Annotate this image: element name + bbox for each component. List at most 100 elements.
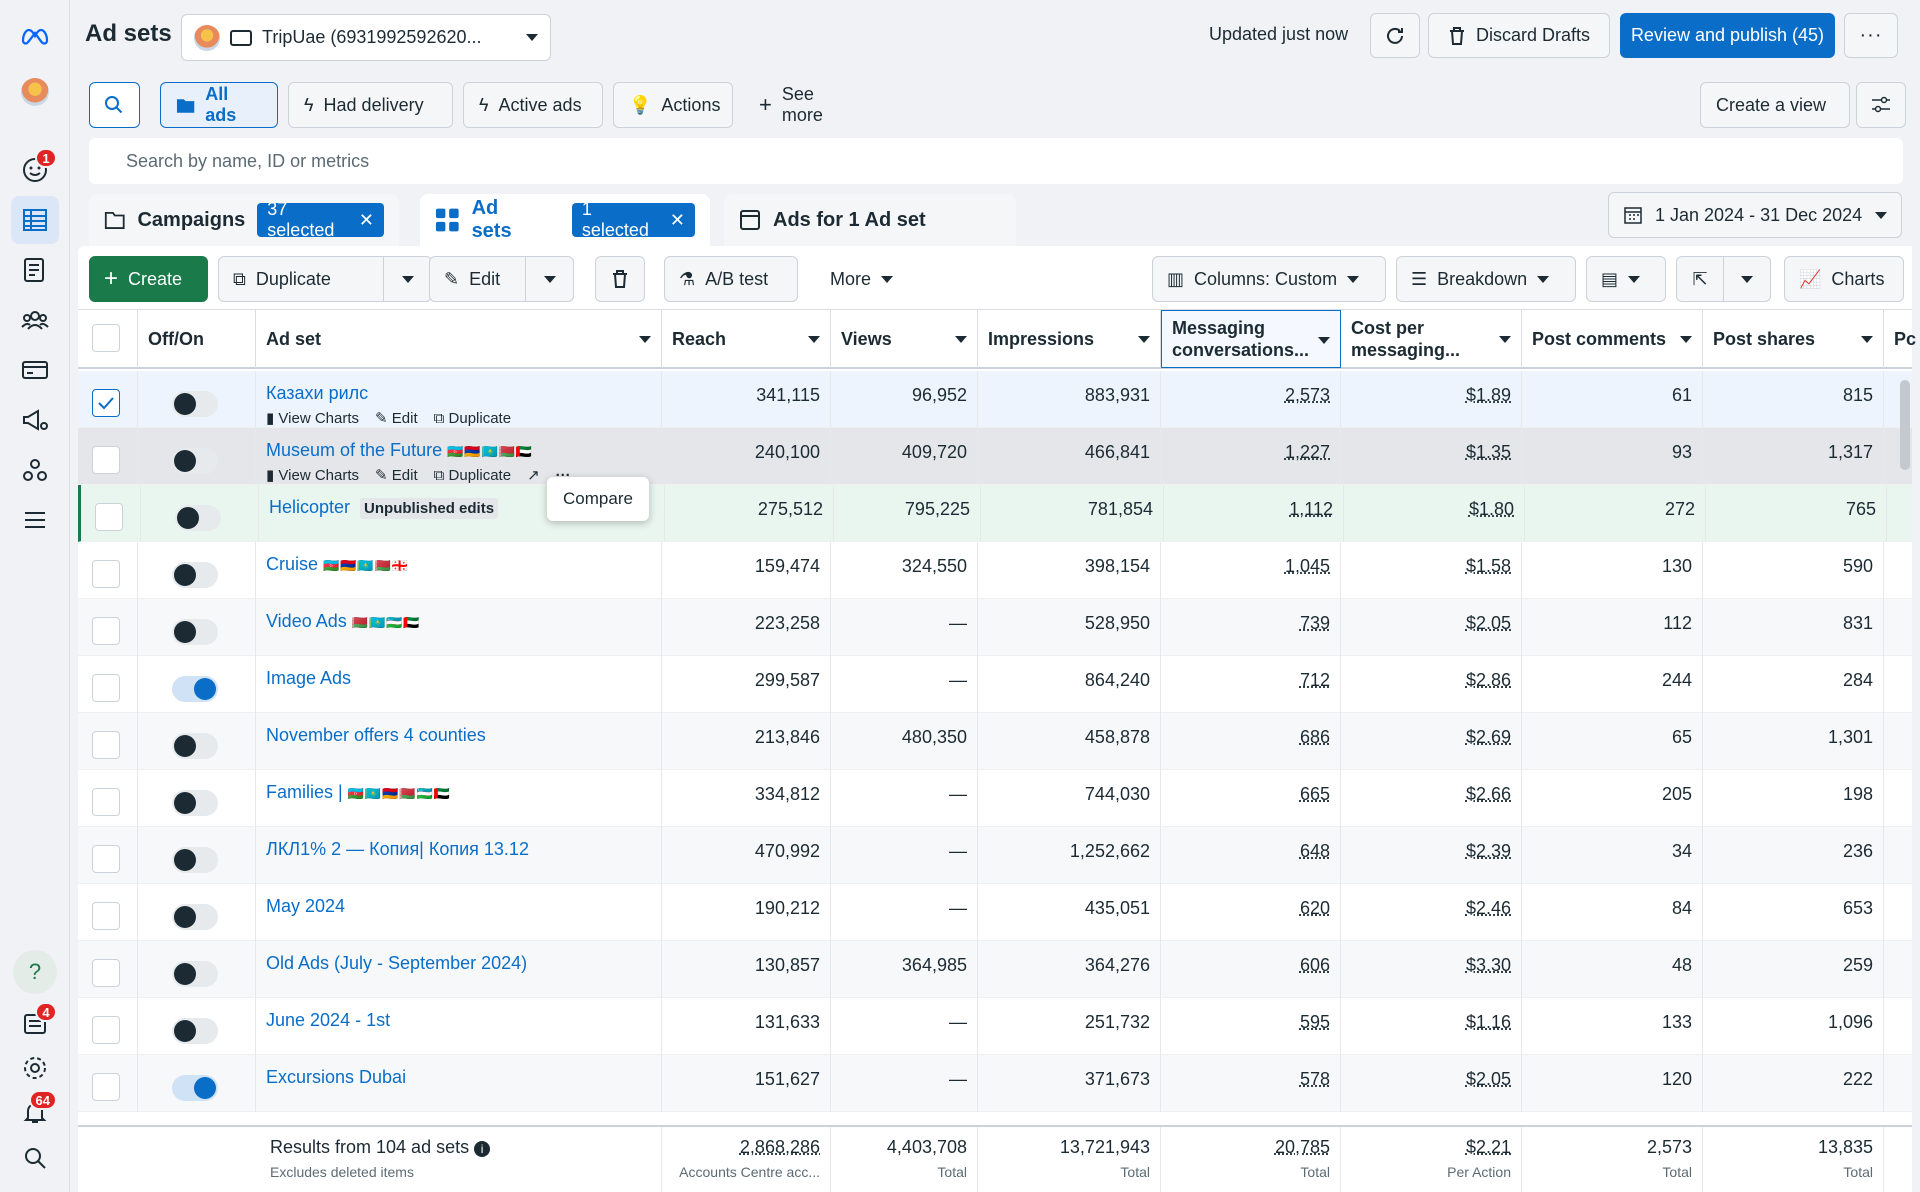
table-row[interactable]: November offers 4 counties 213,846 480,350… [78,713,1912,770]
row-messaging-value[interactable]: 606 [1161,941,1341,998]
campaigns-selected-chip[interactable]: 37 selected ✕ [257,199,384,240]
pages-news-icon[interactable]: 4 [11,1000,59,1048]
delivery-toggle[interactable] [172,676,218,702]
row-checkbox[interactable] [92,788,120,816]
adset-name-link[interactable]: June 2024 - 1st [266,1010,391,1030]
column-messaging[interactable]: Messaging conversations... [1161,310,1341,368]
delivery-toggle[interactable] [172,790,218,816]
column-extra[interactable]: Pc [1884,310,1916,368]
delivery-toggle[interactable] [172,733,218,759]
table-row[interactable]: Old Ads (July - September 2024) 130,857 36… [78,941,1912,998]
tab-campaigns[interactable]: Campaigns 37 selected ✕ [89,194,399,246]
billing-card-icon[interactable] [11,346,59,394]
adset-name-link[interactable]: May 2024 [266,896,346,916]
row-cost-value[interactable]: $1.16 [1341,998,1522,1055]
row-cost-value[interactable]: $2.66 [1341,770,1522,827]
breakdown-button[interactable]: ☰ Breakdown [1396,256,1576,302]
table-row[interactable]: ЛКЛ1% 2 — Копия| Копия 13.12 470,992—1,25… [78,827,1912,884]
had-delivery-filter[interactable]: ϟ Had delivery [288,82,453,128]
tab-ad-sets[interactable]: Ad sets 1 selected ✕ [420,194,710,246]
table-row[interactable]: Image Ads 299,587—864,240 712 $2.86 244 284 [78,656,1912,713]
table-row[interactable]: Video Ads 🇧🇾🇰🇿🇺🇿🇦🇪 223,258—528,950 739 $2.0… [78,599,1912,656]
table-row[interactable]: Museum of the Future 🇦🇿🇦🇲🇰🇿🇧🇾🇦🇪 ▮ View Ch… [78,428,1912,485]
row-checkbox[interactable] [92,731,120,759]
charts-button[interactable]: 📈 Charts [1784,256,1904,302]
adsets-selected-chip[interactable]: 1 selected ✕ [571,199,695,240]
close-icon[interactable]: ✕ [669,209,685,230]
edit-link[interactable]: ✎ Edit [375,410,418,427]
row-cost-value[interactable]: $2.86 [1341,656,1522,713]
table-row[interactable]: Cruise 🇦🇿🇦🇲🇰🇿🇧🇾🇬🇪 159,474 324,550 398,154 1,… [78,542,1912,599]
duplicate-dropdown-button[interactable] [383,256,432,302]
row-messaging-value[interactable]: 712 [1161,656,1341,713]
row-messaging-value[interactable]: 686 [1161,713,1341,770]
row-checkbox[interactable] [92,389,120,417]
row-messaging-value[interactable]: 1,045 [1161,542,1341,599]
actions-filter[interactable]: 💡 Actions [613,82,733,128]
compare-icon[interactable]: ↗ [527,467,540,484]
filter-settings-button[interactable] [1856,82,1906,128]
all-ads-filter[interactable]: All ads [160,82,278,128]
row-cost-value[interactable]: $1.35 [1341,428,1522,485]
delivery-toggle[interactable] [172,562,218,588]
account-avatar-icon[interactable] [11,68,59,116]
edit-link[interactable]: ✎ Edit [375,467,418,484]
edit-dropdown-button[interactable] [525,256,574,302]
discard-drafts-button[interactable]: Discard Drafts [1428,13,1610,58]
more-options-button[interactable]: ··· [1844,13,1898,58]
row-cost-value[interactable]: $3.30 [1341,941,1522,998]
row-cost-value[interactable]: $1.58 [1341,542,1522,599]
audiences-icon[interactable] [11,296,59,344]
column-views[interactable]: Views [831,310,978,368]
delivery-toggle[interactable] [172,1075,218,1101]
view-charts-link[interactable]: ▮ View Charts [266,410,360,427]
row-messaging-value[interactable]: 595 [1161,998,1341,1055]
adset-name-link[interactable]: Казахи рилс [266,383,369,403]
meta-logo-icon[interactable] [11,12,59,60]
export-dropdown-button[interactable] [1723,256,1771,302]
business-network-icon[interactable] [11,446,59,494]
column-cost[interactable]: Cost per messaging... [1341,310,1522,368]
metrics-search-input[interactable]: Search by name, ID or metrics [89,138,1903,184]
row-cost-value[interactable]: $2.39 [1341,827,1522,884]
row-cost-value[interactable]: $2.46 [1341,884,1522,941]
delete-button[interactable] [595,256,645,302]
row-checkbox[interactable] [92,845,120,873]
adset-name-link[interactable]: Helicopter [269,497,351,517]
row-cost-value[interactable]: $2.05 [1341,1055,1522,1112]
create-button[interactable]: + Create [89,256,208,302]
see-more-filter[interactable]: + See more [743,82,873,128]
table-row[interactable]: Казахи рилс ▮ View Charts ✎ Edit ⧉ Duplicat… [78,371,1912,428]
search-button[interactable] [89,82,140,128]
ads-manager-table-icon[interactable] [11,196,59,244]
row-messaging-value[interactable]: 648 [1161,827,1341,884]
adset-name-link[interactable]: Video Ads [266,611,347,631]
adset-name-link[interactable]: ЛКЛ1% 2 — Копия| Копия 13.12 [266,839,529,859]
search-nav-icon[interactable] [11,1134,59,1182]
help-icon[interactable]: ? [13,950,57,994]
megaphone-settings-icon[interactable] [11,396,59,444]
row-checkbox[interactable] [92,446,120,474]
table-row[interactable]: Excursions Dubai 151,627—371,673 578 $2.05 1… [78,1055,1912,1112]
notifications-bell-icon[interactable]: 64 [11,1088,59,1136]
tab-ads[interactable]: Ads for 1 Ad set [724,194,1016,246]
column-reach[interactable]: Reach [662,310,831,368]
row-messaging-value[interactable]: 620 [1161,884,1341,941]
edit-button[interactable]: ✎ Edit [429,256,526,302]
column-comments[interactable]: Post comments [1522,310,1703,368]
pages-icon[interactable] [11,246,59,294]
row-messaging-value[interactable]: 665 [1161,770,1341,827]
delivery-toggle[interactable] [172,448,218,474]
table-row[interactable]: Families | 🇦🇿🇰🇿🇦🇲🇧🇾🇺🇿🇦🇪 334,812—744,030 66… [78,770,1912,827]
refresh-button[interactable] [1370,13,1420,58]
row-messaging-value[interactable]: 739 [1161,599,1341,656]
active-ads-filter[interactable]: ϟ Active ads [463,82,603,128]
adset-name-link[interactable]: November offers 4 counties [266,725,486,745]
reports-button[interactable]: ▤ [1586,256,1666,302]
row-checkbox[interactable] [92,959,120,987]
row-cost-value[interactable]: $2.05 [1341,599,1522,656]
row-checkbox[interactable] [92,902,120,930]
row-messaging-value[interactable]: 578 [1161,1055,1341,1112]
row-cost-value[interactable]: $1.80 [1344,485,1525,542]
column-adset[interactable]: Ad set [256,310,662,368]
